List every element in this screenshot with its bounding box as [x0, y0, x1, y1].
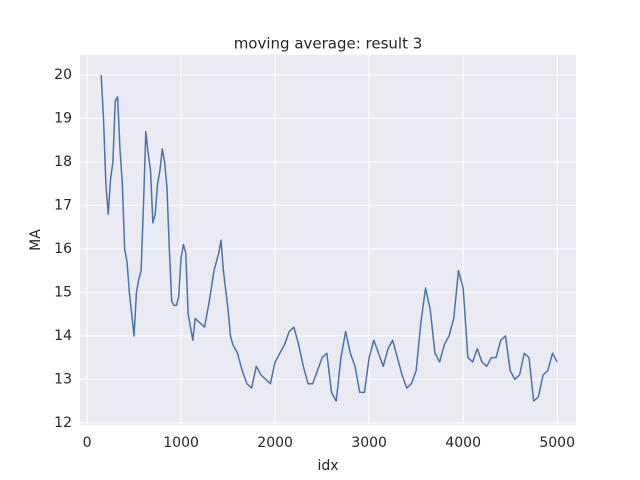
y-tick-label: 19: [54, 110, 72, 126]
y-axis-label: MA: [28, 229, 44, 251]
x-tick-label: 5000: [539, 435, 575, 451]
y-tick-label: 20: [54, 67, 72, 83]
x-tick-label: 1000: [163, 435, 199, 451]
x-axis-label: idx: [317, 458, 338, 474]
y-tick-label: 17: [54, 197, 72, 213]
x-tick-label: 2000: [257, 435, 293, 451]
y-tick-label: 18: [54, 154, 72, 170]
y-tick-label: 15: [54, 284, 72, 300]
x-tick-label: 4000: [445, 435, 481, 451]
chart-title: moving average: result 3: [234, 35, 423, 53]
y-tick-label: 13: [54, 371, 72, 387]
y-tick-label: 12: [54, 415, 72, 431]
data-line: [100, 74, 558, 402]
y-tick-label: 14: [54, 328, 72, 344]
plot-area: [80, 55, 576, 425]
x-tick-label: 0: [83, 435, 92, 451]
x-tick-label: 3000: [351, 435, 387, 451]
y-tick-label: 16: [54, 241, 72, 257]
